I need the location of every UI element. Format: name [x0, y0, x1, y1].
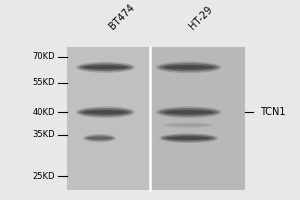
Ellipse shape — [79, 108, 132, 116]
Ellipse shape — [159, 108, 218, 116]
Ellipse shape — [162, 135, 215, 142]
Text: 55KD: 55KD — [32, 78, 55, 87]
Text: TCN1: TCN1 — [260, 107, 286, 117]
Text: HT-29: HT-29 — [188, 4, 214, 31]
Bar — [150, 47, 245, 190]
Ellipse shape — [76, 62, 135, 73]
Ellipse shape — [76, 106, 135, 118]
Ellipse shape — [85, 135, 114, 141]
Ellipse shape — [159, 63, 218, 71]
Ellipse shape — [165, 123, 212, 127]
Text: 25KD: 25KD — [32, 172, 55, 181]
Ellipse shape — [83, 65, 128, 69]
Text: 70KD: 70KD — [32, 52, 55, 61]
Ellipse shape — [87, 136, 112, 140]
Ellipse shape — [79, 63, 132, 71]
Bar — [67, 47, 150, 190]
Text: BT474: BT474 — [107, 2, 136, 31]
Ellipse shape — [156, 106, 221, 118]
Ellipse shape — [166, 136, 211, 140]
Ellipse shape — [83, 134, 116, 142]
Text: 35KD: 35KD — [32, 130, 55, 139]
Ellipse shape — [164, 110, 214, 115]
Ellipse shape — [83, 110, 128, 115]
Ellipse shape — [156, 62, 221, 73]
Ellipse shape — [163, 122, 215, 128]
Ellipse shape — [159, 133, 218, 143]
Text: 40KD: 40KD — [32, 108, 55, 117]
Ellipse shape — [164, 65, 214, 70]
Ellipse shape — [168, 124, 209, 126]
